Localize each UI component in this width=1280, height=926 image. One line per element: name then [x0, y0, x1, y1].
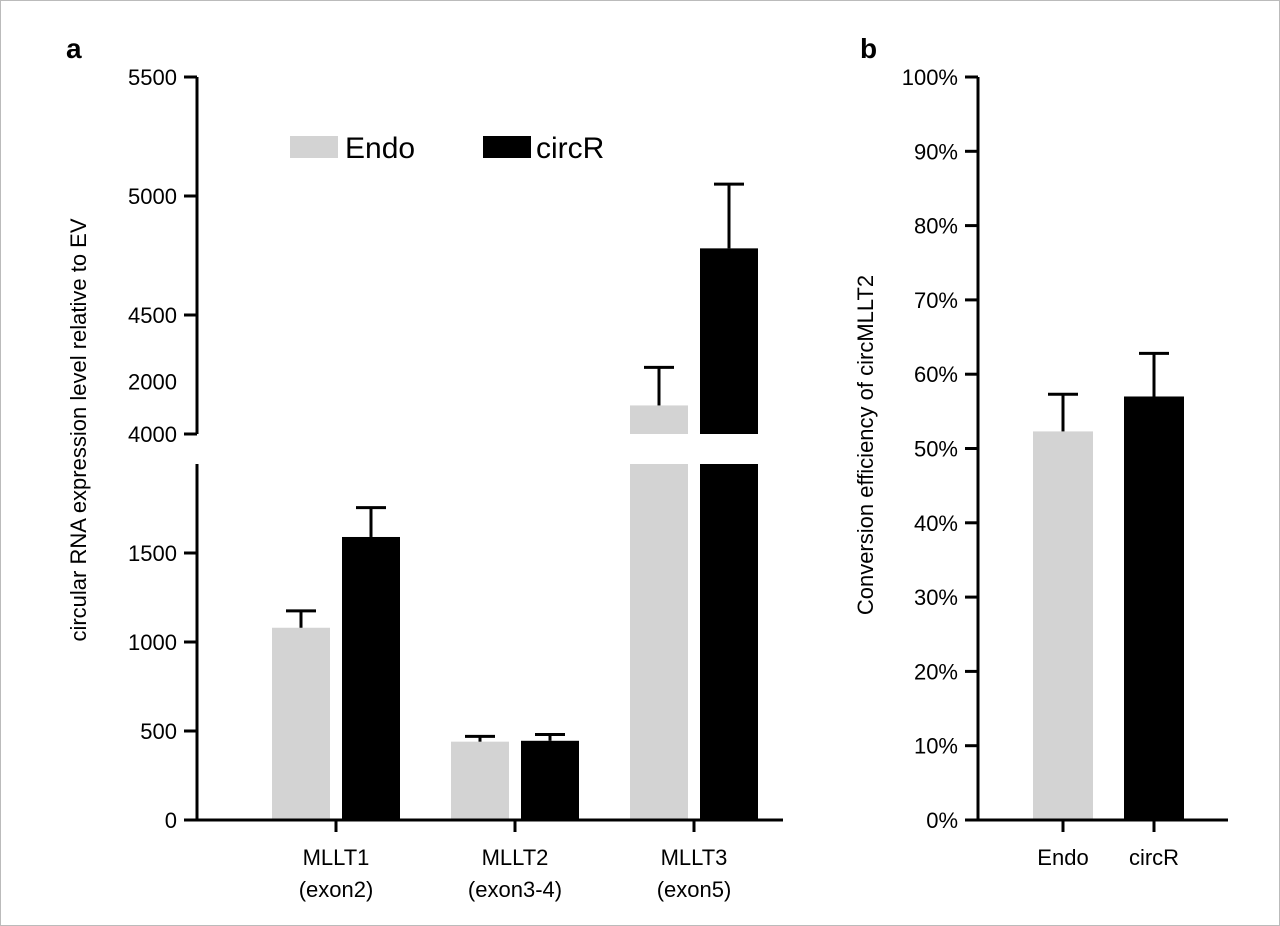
y-tick-b-40: 40%	[914, 511, 958, 536]
y-tick-a-0: 0	[165, 808, 177, 833]
bar-endo-2-lower	[630, 464, 688, 820]
y-axis-title-b: Conversion efficiency of circMLLT2	[853, 275, 878, 615]
y-tick-a-1000: 1000	[128, 630, 177, 655]
bar-circr-0	[342, 536, 400, 820]
x-label-b-endo: Endo	[1037, 845, 1088, 870]
error-bar-endo-0	[286, 609, 316, 628]
y-tick-b-0: 0%	[926, 808, 958, 833]
y-axis-title-a: circular RNA expression level relative t…	[66, 218, 91, 641]
y-tick-b-50: 50%	[914, 437, 958, 462]
y-tick-b-10: 10%	[914, 734, 958, 759]
panel-b-y-axis: 0% 10% 20% 30% 40% 50% 60% 70% 80% 90% 100%	[902, 65, 980, 833]
y-tick-b-90: 90%	[914, 139, 958, 164]
panel-label-b: b	[860, 33, 877, 64]
error-bar-b-circr	[1139, 351, 1169, 397]
x-label-a-2-line1: MLLT3	[661, 845, 728, 870]
x-label-a-2-line2: (exon5)	[657, 877, 732, 902]
error-bar-circr-2	[714, 182, 744, 249]
legend-swatch-endo	[290, 136, 338, 158]
y-tick-a-5500: 5500	[128, 65, 177, 90]
panel-b-x-axis: Endo circR	[977, 818, 1228, 870]
y-tick-b-20: 20%	[914, 659, 958, 684]
panel-a-x-axis: MLLT1 (exon2) MLLT2 (exon3-4) MLLT3 (exon5)	[196, 818, 783, 902]
x-label-a-1-line2: (exon3-4)	[468, 877, 562, 902]
y-tick-a-5000: 5000	[128, 184, 177, 209]
legend-swatch-circr	[483, 136, 531, 158]
panel-label-a: a	[66, 33, 82, 64]
panel-b-bars	[1033, 351, 1184, 820]
error-bar-endo-2	[644, 365, 674, 406]
bar-circr-1	[521, 740, 579, 820]
bar-b-circr	[1124, 396, 1184, 820]
y-tick-b-100: 100%	[902, 65, 958, 90]
error-bar-circr-1	[535, 733, 565, 741]
x-label-a-0-line2: (exon2)	[299, 877, 374, 902]
panel-a-y-axis: 0 500 1000 1500 4000 4500 5000 5500 2000	[128, 65, 199, 833]
y-tick-a-break: 2000	[128, 370, 177, 395]
y-tick-b-80: 80%	[914, 214, 958, 239]
legend: Endo circR	[290, 132, 604, 165]
legend-label-endo: Endo	[345, 132, 415, 165]
legend-label-circr: circR	[536, 132, 604, 165]
error-bar-endo-1	[465, 734, 495, 742]
error-bar-b-endo	[1048, 392, 1078, 432]
y-tick-b-30: 30%	[914, 585, 958, 610]
x-label-a-1-line1: MLLT2	[482, 845, 549, 870]
y-tick-a-4500: 4500	[128, 303, 177, 328]
bar-circr-2-lower	[700, 464, 758, 820]
panel-a-bars	[272, 182, 758, 820]
bar-b-endo	[1033, 431, 1093, 820]
y-tick-b-70: 70%	[914, 288, 958, 313]
bar-endo-2-upper	[630, 405, 688, 434]
y-tick-a-500: 500	[140, 719, 177, 744]
y-tick-b-60: 60%	[914, 362, 958, 387]
bar-endo-1	[451, 741, 509, 820]
y-tick-a-1500: 1500	[128, 541, 177, 566]
bar-endo-0	[272, 627, 330, 820]
y-tick-a-4000: 4000	[128, 422, 177, 447]
bar-circr-2-upper	[700, 248, 758, 434]
x-label-a-0-line1: MLLT1	[303, 845, 370, 870]
x-label-b-circr: circR	[1129, 845, 1179, 870]
error-bar-circr-0	[356, 506, 386, 537]
